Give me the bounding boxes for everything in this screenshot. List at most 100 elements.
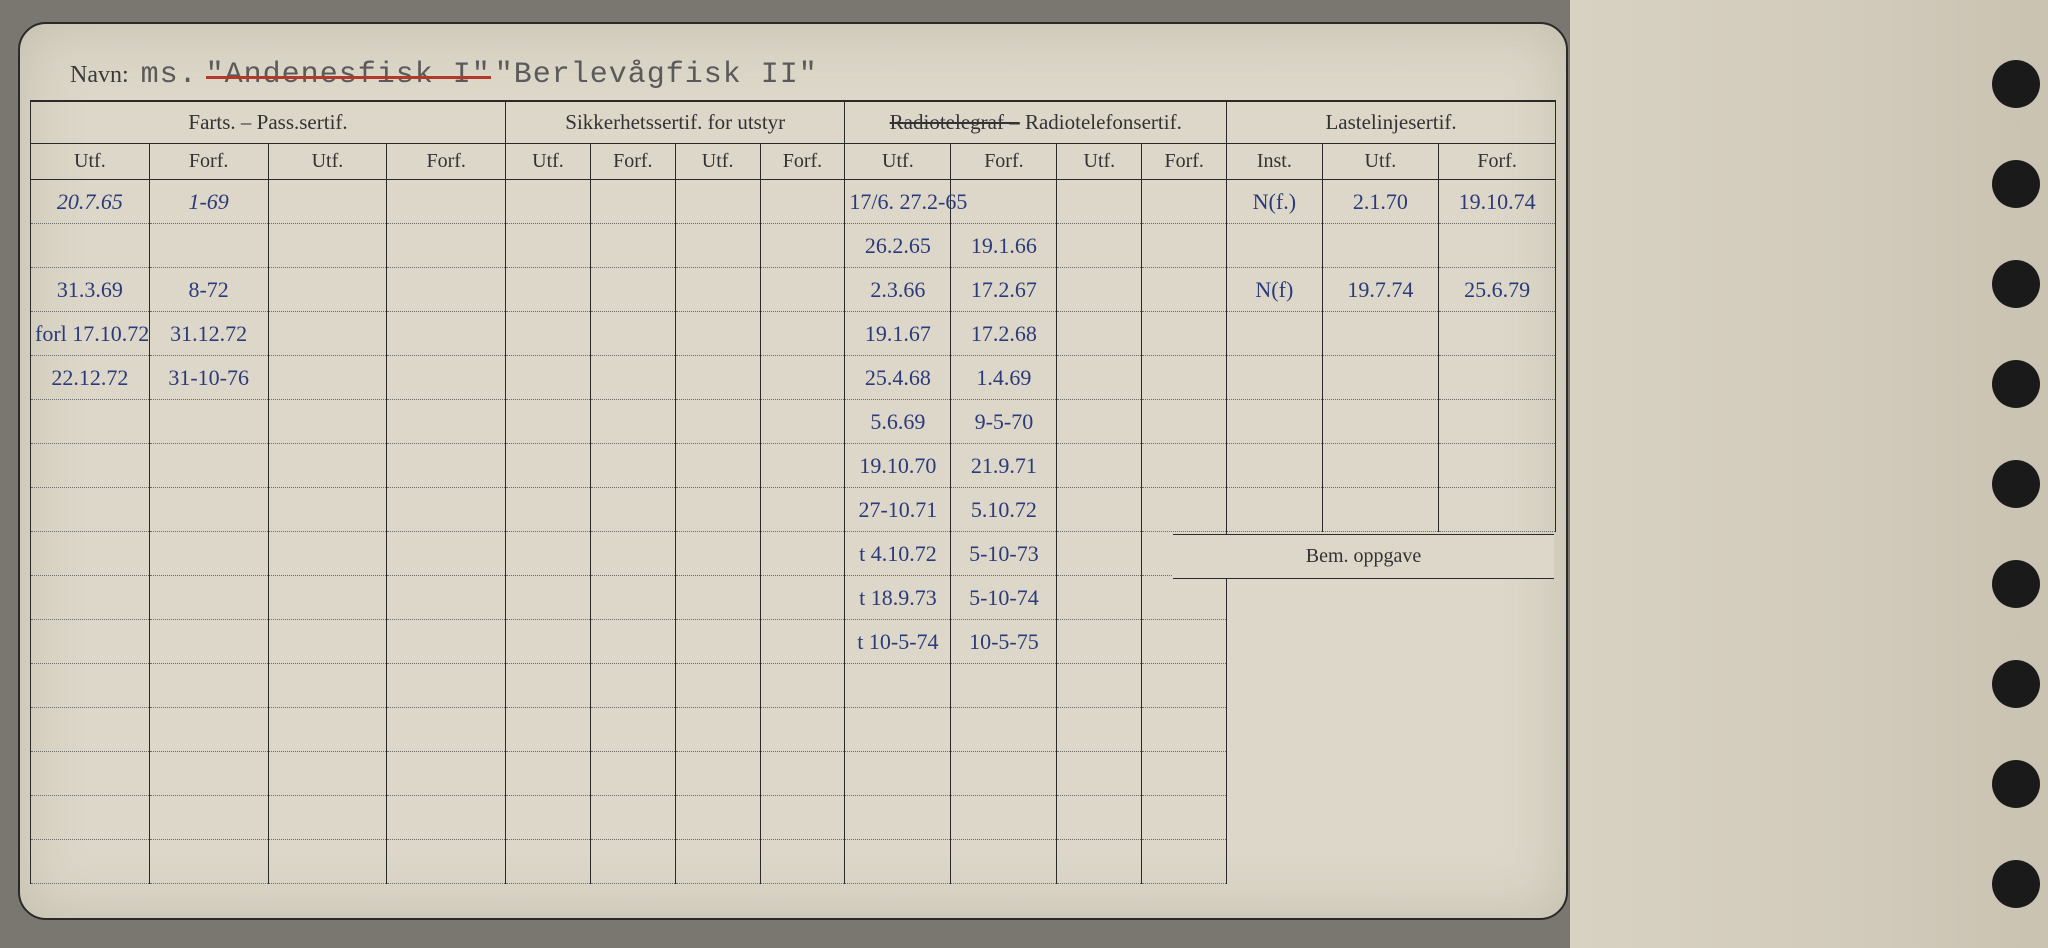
cell	[951, 796, 1057, 840]
cell	[1439, 620, 1556, 664]
table-row: 19.10.7021.9.71	[31, 444, 1556, 488]
cell: 25.6.79	[1439, 268, 1556, 312]
cell: 2.1.70	[1322, 180, 1439, 224]
page: Navn: ms. "Andenesfisk I" "Berlevågfisk …	[0, 0, 2048, 948]
cell	[675, 444, 760, 488]
cell	[590, 620, 675, 664]
cell	[1439, 796, 1556, 840]
col-forf: Forf.	[149, 144, 268, 180]
cell	[506, 356, 591, 400]
cell	[1227, 312, 1322, 356]
cell	[675, 752, 760, 796]
table-row: 5.6.699-5-70	[31, 400, 1556, 444]
cell	[1322, 356, 1439, 400]
cell: 31.3.69	[31, 268, 150, 312]
cell	[506, 180, 591, 224]
table-row	[31, 752, 1556, 796]
cell	[387, 224, 506, 268]
cell	[1322, 840, 1439, 884]
cell	[675, 488, 760, 532]
cell	[590, 752, 675, 796]
cell	[1057, 796, 1142, 840]
cell	[1322, 576, 1439, 620]
cell	[149, 444, 268, 488]
cell: forl 17.10.72	[31, 312, 150, 356]
cell	[1322, 400, 1439, 444]
cell	[760, 356, 845, 400]
cell	[268, 576, 387, 620]
cell	[149, 532, 268, 576]
col-utf: Utf.	[506, 144, 591, 180]
cell	[1439, 840, 1556, 884]
cell	[149, 708, 268, 752]
table-row	[31, 664, 1556, 708]
cell	[268, 488, 387, 532]
cell	[1142, 752, 1227, 796]
cell	[760, 444, 845, 488]
cell: 17.2.67	[951, 268, 1057, 312]
cell: N(f.)	[1227, 180, 1322, 224]
cell	[1322, 224, 1439, 268]
table-row	[31, 840, 1556, 884]
cell	[268, 224, 387, 268]
cell	[31, 708, 150, 752]
cell: 19.7.74	[1322, 268, 1439, 312]
cell	[590, 708, 675, 752]
col-utf: Utf.	[1322, 144, 1439, 180]
cell	[268, 400, 387, 444]
cell	[1142, 312, 1227, 356]
cell: 25.4.68	[845, 356, 951, 400]
cell	[1227, 840, 1322, 884]
section-farts: Farts. – Pass.sertif.	[31, 102, 506, 144]
cell	[951, 752, 1057, 796]
binder-hole	[1992, 260, 2040, 308]
cell	[590, 840, 675, 884]
cell	[590, 796, 675, 840]
cell	[1142, 356, 1227, 400]
cell	[31, 224, 150, 268]
cell	[1057, 268, 1142, 312]
cell	[506, 488, 591, 532]
cell	[506, 312, 591, 356]
cell	[1057, 532, 1142, 576]
cell	[675, 664, 760, 708]
cell	[506, 620, 591, 664]
cell	[760, 796, 845, 840]
cell	[387, 444, 506, 488]
cell	[1227, 356, 1322, 400]
cell: t 4.10.72	[845, 532, 951, 576]
cell	[1322, 752, 1439, 796]
cell	[1142, 664, 1227, 708]
cell	[1142, 488, 1227, 532]
cell	[590, 400, 675, 444]
cell	[1439, 356, 1556, 400]
cell: 19.10.74	[1439, 180, 1556, 224]
name-struck: "Andenesfisk I"	[206, 58, 491, 92]
cell: 31.12.72	[149, 312, 268, 356]
cell	[760, 708, 845, 752]
cell: 5.10.72	[951, 488, 1057, 532]
table-row: 31.3.698-722.3.6617.2.67N(f)19.7.7425.6.…	[31, 268, 1556, 312]
cell: 19.10.70	[845, 444, 951, 488]
cell	[387, 620, 506, 664]
cell	[590, 224, 675, 268]
cell	[1057, 444, 1142, 488]
cell	[1322, 796, 1439, 840]
cell	[1439, 752, 1556, 796]
cell	[675, 400, 760, 444]
cell	[506, 224, 591, 268]
cell	[268, 752, 387, 796]
cell	[1057, 488, 1142, 532]
cell	[1142, 840, 1227, 884]
cell	[506, 752, 591, 796]
cell	[1057, 312, 1142, 356]
name-current: "Berlevågfisk II"	[495, 58, 818, 92]
bem-oppgave-label: Bem. oppgave	[1173, 534, 1554, 579]
table-row: 22.12.7231-10-7625.4.681.4.69	[31, 356, 1556, 400]
cell	[387, 708, 506, 752]
cell	[268, 444, 387, 488]
cell	[1439, 444, 1556, 488]
cell	[1057, 620, 1142, 664]
cell: 22.12.72	[31, 356, 150, 400]
cell	[268, 840, 387, 884]
